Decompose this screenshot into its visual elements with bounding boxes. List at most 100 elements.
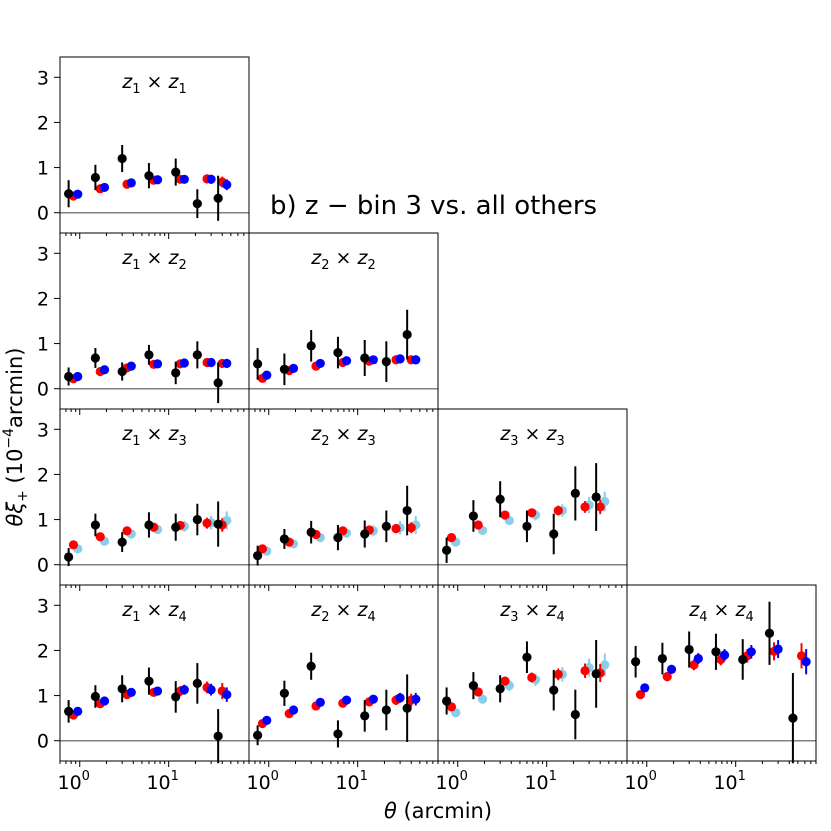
x-tick-exp: 1	[360, 769, 368, 784]
model-b-point	[99, 365, 110, 375]
data-point	[279, 364, 289, 374]
model-b-point	[395, 354, 405, 364]
x-tick-base: 10	[246, 772, 270, 794]
title-var: z	[121, 599, 133, 621]
model-b-point	[179, 358, 189, 368]
model-b-point	[341, 356, 352, 366]
y-tick-label: 3	[37, 595, 49, 617]
data-point	[360, 529, 370, 539]
title-times: ×	[330, 247, 358, 269]
model-b-point	[746, 647, 756, 657]
y-tick-label: 0	[37, 555, 49, 577]
data-point	[333, 729, 343, 739]
data-point	[64, 552, 74, 562]
panel-title: z2 × z4	[310, 599, 376, 625]
x-tick-exp: 0	[460, 769, 468, 784]
title-var: z	[168, 423, 180, 445]
model-a-point	[338, 526, 348, 536]
model-a-point	[122, 526, 132, 536]
model-b-point	[395, 693, 405, 703]
x-tick-exp: 0	[82, 769, 90, 784]
title-var: z	[735, 599, 747, 621]
title-times: ×	[141, 71, 169, 93]
title-var: z	[310, 423, 322, 445]
data-point	[764, 628, 775, 638]
x-tick-label: 101	[713, 769, 745, 794]
model-b-point	[179, 685, 189, 695]
model-b-point	[341, 695, 352, 705]
x-tick-exp: 1	[549, 769, 557, 784]
x-tick-base: 10	[435, 772, 459, 794]
panel-title: z1 × z3	[121, 423, 187, 449]
x-tick-label: 100	[624, 769, 656, 794]
model-b-point	[693, 653, 703, 664]
x-tick-label: 100	[57, 769, 89, 794]
model-a-point	[446, 533, 457, 543]
title-var: z	[121, 71, 133, 93]
y-tick-label: 1	[37, 158, 49, 180]
data-point	[711, 647, 721, 657]
title-sub: 2	[178, 258, 186, 273]
data-point	[591, 492, 601, 502]
data-point	[171, 368, 181, 378]
annotation-label: b) z − bin 3 vs. all others	[270, 191, 597, 221]
model-b-point	[368, 694, 378, 704]
title-var: z	[168, 71, 180, 93]
model-c-point	[477, 694, 488, 704]
data-point	[213, 519, 223, 529]
model-b-point	[666, 664, 677, 674]
panel-title: z2 × z3	[310, 423, 376, 449]
data-point	[117, 366, 127, 377]
model-a-point	[406, 523, 416, 533]
data-point	[591, 669, 601, 679]
model-a-point	[473, 520, 483, 530]
y-axis-label-exp: −4	[1, 428, 17, 449]
data-point	[253, 730, 263, 740]
model-b-point	[315, 358, 325, 369]
title-sub: 1	[132, 610, 140, 625]
data-point	[306, 527, 316, 537]
data-point	[522, 652, 532, 662]
y-tick-label: 0	[37, 203, 49, 225]
title-sub: 1	[132, 82, 140, 97]
data-point	[442, 545, 452, 555]
title-sub: 3	[510, 610, 518, 625]
title-sub: 2	[367, 258, 375, 273]
data-point	[171, 692, 181, 702]
data-point	[90, 353, 100, 363]
model-b-point	[719, 650, 730, 660]
model-b-point	[73, 371, 83, 382]
model-a-point	[580, 502, 590, 512]
title-sub: 3	[556, 434, 564, 449]
y-tick-label: 1	[37, 334, 49, 356]
model-a-point	[500, 510, 510, 520]
x-axis-label: θ (arcmin)	[384, 799, 492, 823]
model-b-point	[73, 189, 83, 199]
x-tick-exp: 0	[271, 769, 279, 784]
title-sub: 3	[178, 434, 186, 449]
data-point	[468, 511, 478, 521]
panel-title: z3 × z4	[499, 599, 565, 625]
data-point	[64, 706, 74, 716]
x-tick-base: 10	[713, 772, 737, 794]
title-var: z	[121, 247, 133, 269]
title-var: z	[310, 247, 322, 269]
model-b-point	[262, 715, 272, 725]
panel-5: z2 × z3	[248, 408, 439, 591]
data-point	[192, 350, 202, 360]
data-point	[495, 684, 505, 694]
x-tick-base: 10	[524, 772, 548, 794]
model-b-point	[179, 174, 189, 184]
data-point	[253, 551, 263, 561]
title-var: z	[546, 599, 558, 621]
data-point	[306, 661, 316, 671]
model-a-point	[257, 544, 268, 554]
title-sub: 2	[321, 258, 329, 273]
y-axis-label-symbol: θξ	[3, 502, 27, 527]
title-sub: 3	[510, 434, 518, 449]
model-b-point	[152, 359, 163, 369]
